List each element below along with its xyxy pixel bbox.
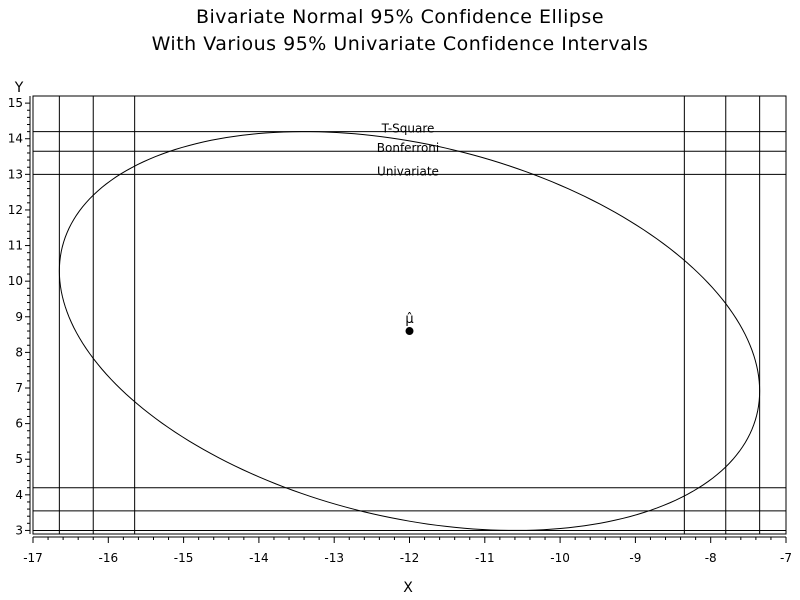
y-tick-label: 7	[15, 381, 23, 395]
chart-title: Bivariate Normal 95% Confidence Ellipse	[195, 6, 605, 28]
x-tick-label: -13	[324, 551, 344, 565]
y-tick-label: 8	[15, 345, 23, 359]
interval-lines	[33, 96, 786, 534]
x-tick-label: -9	[629, 551, 641, 565]
y-tick-label: 13	[8, 167, 23, 181]
confidence-ellipse-group	[58, 131, 761, 531]
x-axis-label: X	[403, 580, 413, 596]
mean-label: μ̂	[405, 312, 413, 327]
y-tick-label: 14	[8, 132, 23, 146]
plot-frame	[32, 95, 787, 535]
x-tick-label: -11	[475, 551, 495, 565]
y-axis: 3 4 5 6 7 8 9 10 11 12 13 14 15	[8, 96, 31, 537]
y-axis-label: Y	[14, 80, 24, 96]
x-tick-label: -16	[98, 551, 118, 565]
x-tick-label: -8	[705, 551, 717, 565]
y-tick-label: 9	[15, 310, 23, 324]
y-tick-label: 5	[15, 452, 23, 466]
confidence-ellipse	[58, 131, 761, 531]
y-tick-label: 12	[8, 203, 23, 217]
y-tick-label: 15	[8, 96, 23, 110]
y-tick-label: 6	[15, 417, 23, 431]
x-tick-label: -12	[400, 551, 420, 565]
univariate-label: Univariate	[377, 164, 439, 178]
x-tick-label: -15	[174, 551, 194, 565]
bonferroni-label: Bonferroni	[377, 141, 439, 155]
y-tick-label: 11	[8, 239, 23, 253]
t-square-label: T-Square	[381, 122, 435, 136]
x-tick-label: -17	[23, 551, 43, 565]
plot-area-border	[32, 95, 787, 535]
x-tick-label: -14	[249, 551, 269, 565]
y-tick-label: 10	[8, 274, 23, 288]
x-tick-label: -10	[550, 551, 570, 565]
x-axis: -17 -16 -15 -14 -13 -12 -11 -10 -9 -8 -7	[23, 536, 792, 565]
x-tick-label: -7	[780, 551, 792, 565]
y-tick-label: 3	[15, 523, 23, 537]
mean-point	[405, 327, 414, 336]
mean-group: μ̂	[405, 312, 414, 336]
y-tick-label: 4	[15, 488, 23, 502]
chart-subtitle: With Various 95% Univariate Confidence I…	[151, 33, 649, 55]
interval-labels: T-Square Bonferroni Univariate	[377, 122, 439, 179]
